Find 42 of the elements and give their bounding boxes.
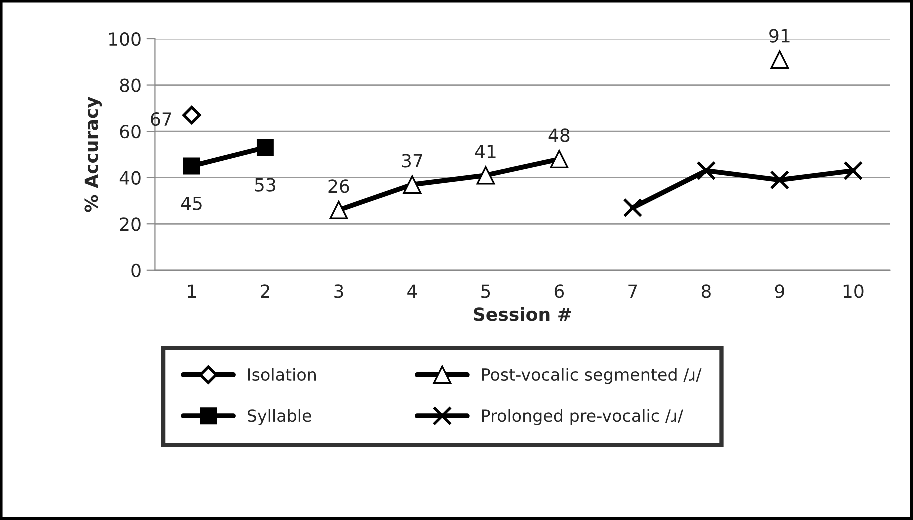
x-tick-label: 9 — [775, 284, 784, 298]
data-label: 53 — [255, 178, 276, 192]
point — [182, 106, 202, 125]
point — [623, 198, 643, 218]
point — [844, 161, 864, 181]
x-tick-label: 6 — [554, 284, 564, 298]
x-tick-label: 7 — [628, 284, 638, 298]
data-label: 26 — [328, 180, 350, 194]
y-axis-title: % Accuracy — [84, 96, 102, 212]
point — [696, 161, 716, 181]
data-label: 37 — [402, 154, 422, 168]
point — [183, 158, 200, 175]
x-axis-title: Session # — [474, 307, 572, 322]
point — [550, 150, 569, 168]
point — [256, 139, 274, 156]
x-tick-label: 4 — [408, 284, 418, 298]
y-tick-label: 20 — [120, 218, 141, 232]
point — [403, 176, 422, 194]
x-tick-label: 2 — [261, 284, 270, 298]
x-tick-label: 1 — [188, 284, 196, 298]
y-tick-label: 40 — [120, 171, 141, 185]
data-label: 45 — [181, 196, 202, 210]
legend-label: Syllable — [248, 409, 312, 426]
y-tick-label: 100 — [110, 32, 141, 46]
y-tick-label: 60 — [120, 125, 141, 139]
point — [770, 170, 790, 190]
x-tick-label: 3 — [334, 284, 344, 298]
point — [330, 201, 348, 220]
x-tick-label: 10 — [844, 284, 864, 298]
y-tick-label: 0 — [132, 264, 141, 278]
legend-label: Isolation — [248, 368, 316, 382]
data-label: 91 — [770, 29, 790, 43]
legend-label: Post-vocalic segmented /ɹ/ — [482, 368, 702, 384]
legend-label: Prolonged pre-vocalic /ɹ/ — [482, 409, 684, 426]
data-label: 67 — [151, 112, 172, 126]
data-label: 41 — [475, 145, 496, 158]
point — [770, 50, 790, 69]
data-label: 48 — [548, 128, 570, 142]
point — [476, 166, 496, 185]
y-tick-label: 80 — [120, 78, 141, 92]
x-tick-label: 8 — [702, 284, 711, 298]
x-tick-label: 5 — [482, 284, 490, 298]
